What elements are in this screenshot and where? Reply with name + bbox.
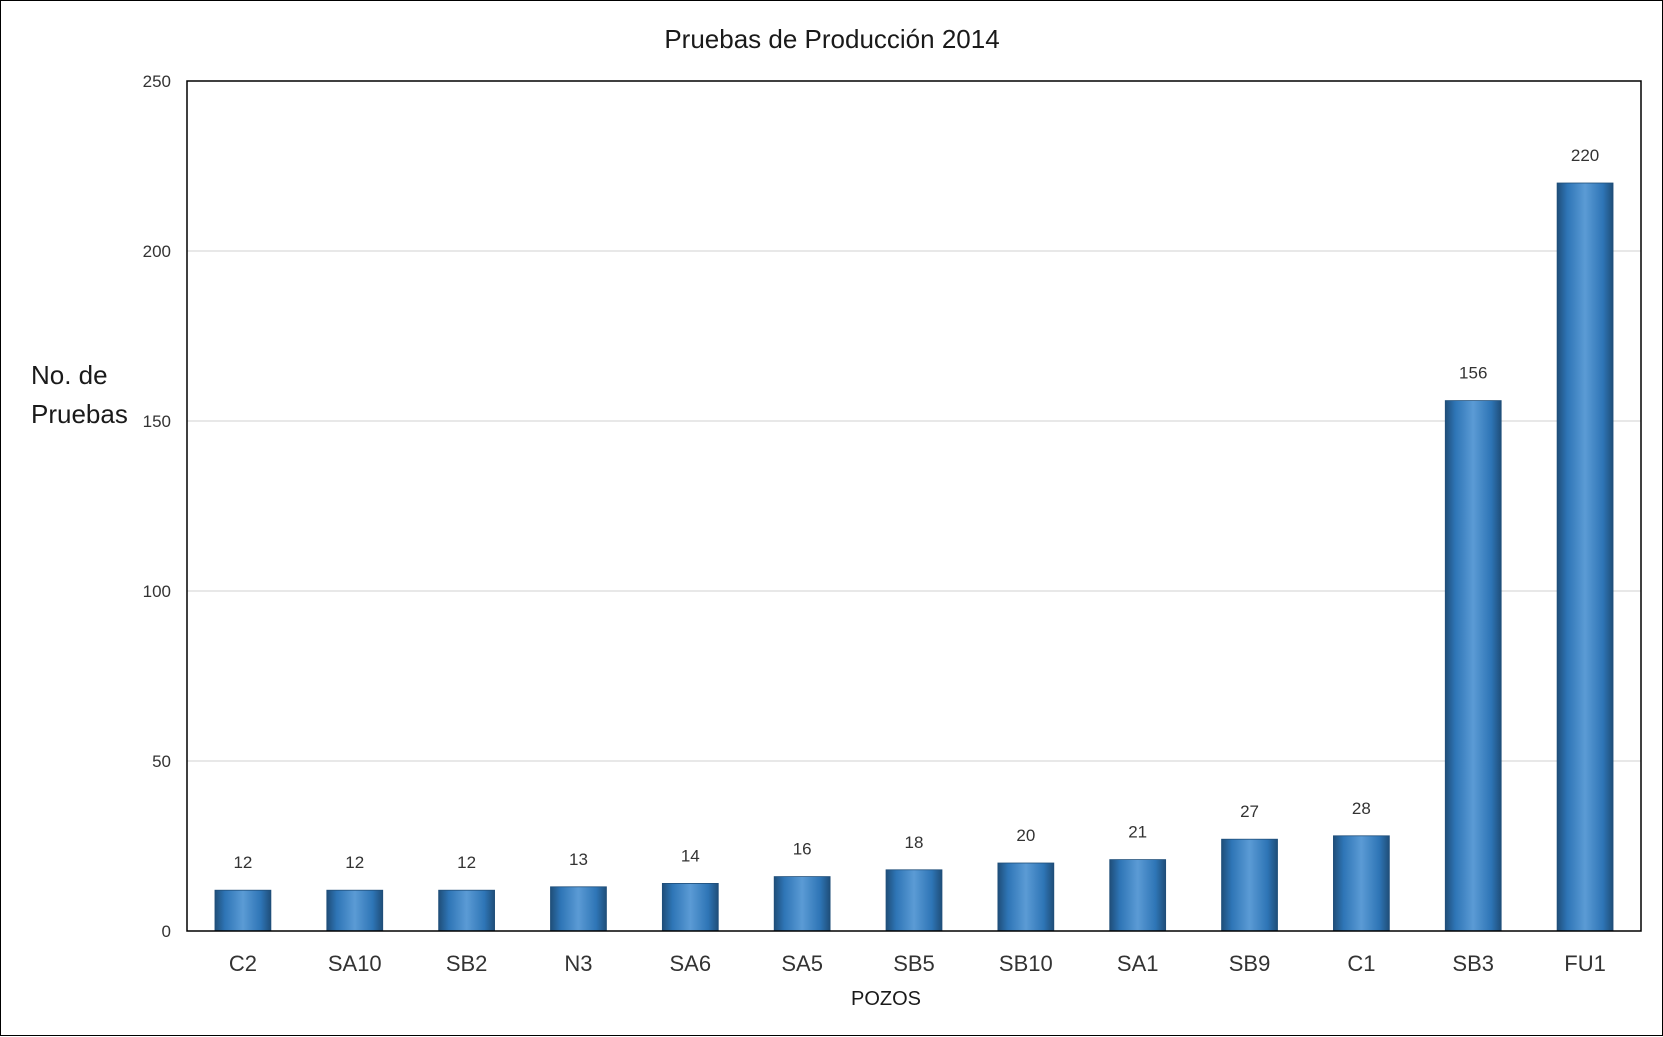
- bar-sa10: [326, 889, 384, 932]
- data-label-sb2: 12: [457, 853, 476, 872]
- data-label-sa10: 12: [345, 853, 364, 872]
- data-label-c2: 12: [233, 853, 252, 872]
- x-axis-ticks: C2 SA10 SB2 N3 SA6 SA5 SB5 SB10 SA1 SB9 C1 SB3 FU1: [229, 951, 1606, 976]
- bar-c2: [214, 889, 272, 932]
- x-tick-label-sa6: SA6: [670, 951, 712, 976]
- x-axis-label: POZOS: [851, 988, 921, 1010]
- y-axis-label-line-1: No. de: [31, 360, 108, 390]
- bar-c1: [1333, 835, 1390, 932]
- data-label-sb9: 27: [1240, 802, 1259, 821]
- data-label-sb10: 20: [1016, 826, 1035, 845]
- x-tick-label-sb10: SB10: [999, 951, 1053, 976]
- y-axis-label-line-2: Pruebas: [31, 399, 128, 429]
- x-tick-label-c2: C2: [229, 951, 257, 976]
- plot-area: 12 12 12 13 14 16 18 20 21 27 28 156 220: [186, 80, 1642, 932]
- bar-sa6: [661, 883, 719, 932]
- data-labels: 12 12 12 13 14 16 18 20 21 27 28 156 220: [233, 146, 1599, 872]
- bar-sb9: [1221, 838, 1278, 932]
- data-label-c1: 28: [1352, 799, 1371, 818]
- data-label-sa5: 16: [793, 840, 812, 859]
- x-tick-label-fu1: FU1: [1564, 951, 1606, 976]
- bar-sa5: [773, 876, 831, 932]
- data-label-sb5: 18: [905, 833, 924, 852]
- data-label-sb3: 156: [1459, 364, 1487, 383]
- plot-border: [186, 80, 1642, 932]
- y-tick-label: 100: [143, 582, 171, 601]
- bar-n3: [550, 886, 607, 932]
- bar-fu1: [1556, 182, 1614, 932]
- y-tick-label: 200: [143, 242, 171, 261]
- bars: [214, 182, 1614, 932]
- y-tick-label: 150: [143, 412, 171, 431]
- x-tick-label-sb5: SB5: [893, 951, 935, 976]
- x-tick-label-sb9: SB9: [1229, 951, 1271, 976]
- x-tick-label-sb3: SB3: [1452, 951, 1494, 976]
- bar-sb2: [438, 889, 495, 932]
- y-axis-ticks: 0 50 100 150 200 250: [143, 72, 171, 941]
- y-tick-label: 250: [143, 72, 171, 91]
- x-tick-label-n3: N3: [564, 951, 592, 976]
- x-tick-label-sa1: SA1: [1117, 951, 1159, 976]
- y-tick-label: 50: [152, 752, 171, 771]
- bar-sa1: [1109, 859, 1167, 932]
- bar-sb10: [997, 862, 1055, 932]
- data-label-sa6: 14: [681, 846, 700, 865]
- x-tick-label-sa10: SA10: [328, 951, 382, 976]
- data-label-n3: 13: [569, 850, 588, 869]
- bar-sb5: [885, 869, 943, 932]
- chart-title: Pruebas de Producción 2014: [664, 24, 999, 54]
- bar-sb3: [1444, 400, 1502, 932]
- data-label-sa1: 21: [1128, 823, 1147, 842]
- data-label-fu1: 220: [1571, 146, 1599, 165]
- gridlines: [187, 250, 1641, 762]
- x-tick-label-c1: C1: [1347, 951, 1375, 976]
- x-tick-label-sa5: SA5: [781, 951, 823, 976]
- x-tick-label-sb2: SB2: [446, 951, 488, 976]
- y-tick-label: 0: [162, 922, 171, 941]
